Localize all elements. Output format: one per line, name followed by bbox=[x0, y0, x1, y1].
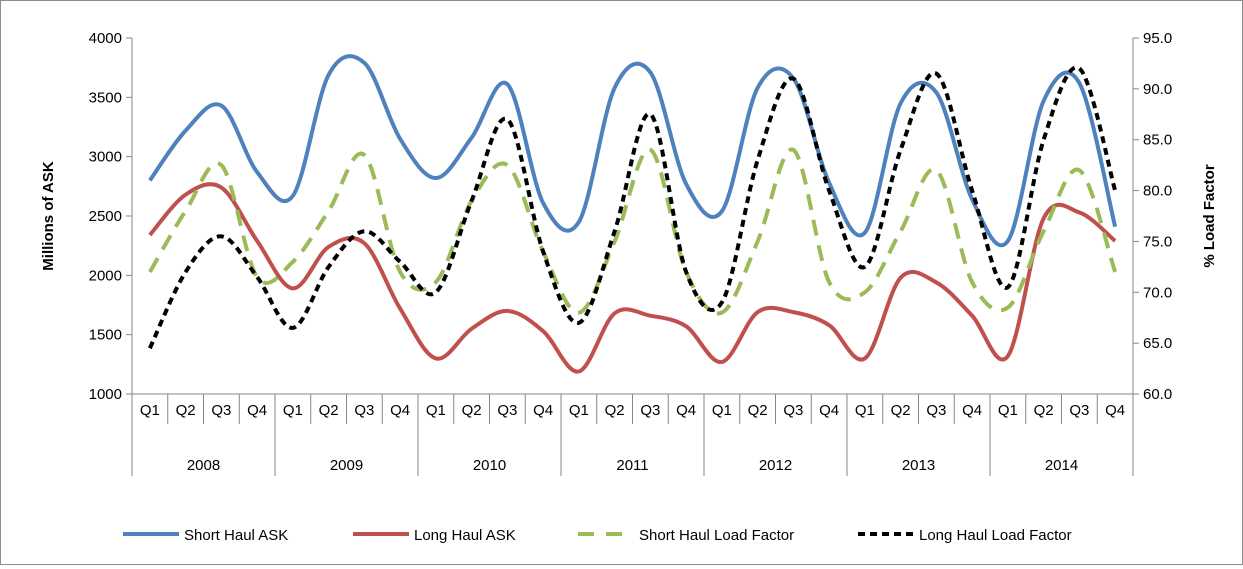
quarter-label: Q1 bbox=[855, 402, 875, 419]
year-label: 2010 bbox=[473, 457, 506, 474]
year-label: 2014 bbox=[1045, 457, 1078, 474]
year-label: 2013 bbox=[902, 457, 935, 474]
left-tick-label: 2000 bbox=[89, 267, 122, 284]
left-tick-label: 4000 bbox=[89, 30, 122, 47]
quarter-label: Q3 bbox=[1069, 402, 1089, 419]
quarter-label: Q4 bbox=[962, 402, 982, 419]
left-axis-title: Millions of ASK bbox=[40, 161, 57, 271]
quarter-label: Q2 bbox=[319, 402, 339, 419]
year-label: 2012 bbox=[759, 457, 792, 474]
quarter-label: Q4 bbox=[819, 402, 839, 419]
quarter-label: Q4 bbox=[533, 402, 553, 419]
short-haul-load-factor-legend-label: Short Haul Load Factor bbox=[639, 527, 794, 544]
left-tick-label: 2500 bbox=[89, 208, 122, 225]
quarter-label: Q3 bbox=[497, 402, 517, 419]
right-tick-label: 65.0 bbox=[1143, 335, 1172, 352]
quarter-label: Q4 bbox=[676, 402, 696, 419]
quarter-label: Q1 bbox=[140, 402, 160, 419]
quarter-label: Q1 bbox=[426, 402, 446, 419]
quarter-label: Q2 bbox=[462, 402, 482, 419]
quarter-label: Q2 bbox=[891, 402, 911, 419]
quarter-label: Q3 bbox=[354, 402, 374, 419]
right-tick-label: 90.0 bbox=[1143, 81, 1172, 98]
long-haul-load-factor-line bbox=[148, 65, 1118, 350]
year-label: 2008 bbox=[187, 457, 220, 474]
short-haul-load-factor-line bbox=[148, 147, 1118, 316]
year-label: 2009 bbox=[330, 457, 363, 474]
quarter-label: Q2 bbox=[605, 402, 625, 419]
quarter-label: Q3 bbox=[211, 402, 231, 419]
left-tick-label: 3000 bbox=[89, 149, 122, 166]
short-haul-ask-legend-label: Short Haul ASK bbox=[184, 527, 288, 544]
right-tick-label: 70.0 bbox=[1143, 284, 1172, 301]
right-tick-label: 95.0 bbox=[1143, 30, 1172, 47]
right-tick-label: 75.0 bbox=[1143, 233, 1172, 250]
left-tick-label: 3500 bbox=[89, 89, 122, 106]
long-haul-load-factor-legend-label: Long Haul Load Factor bbox=[919, 527, 1072, 544]
quarter-label: Q2 bbox=[176, 402, 196, 419]
right-axis-title: % Load Factor bbox=[1201, 164, 1218, 268]
series-layer bbox=[148, 54, 1118, 374]
long-haul-ask-line bbox=[148, 182, 1117, 374]
left-tick-label: 1000 bbox=[89, 386, 122, 403]
quarter-label: Q3 bbox=[926, 402, 946, 419]
quarter-label: Q1 bbox=[712, 402, 732, 419]
year-label: 2011 bbox=[616, 457, 648, 474]
right-tick-label: 60.0 bbox=[1143, 386, 1172, 403]
long-haul-ask-legend-label: Long Haul ASK bbox=[414, 527, 516, 544]
quarter-label: Q2 bbox=[1034, 402, 1054, 419]
right-tick-label: 80.0 bbox=[1143, 183, 1172, 200]
axes-layer: 1000 1500 2000 2500 3000 3500 4000 60.0 65.0 70.0… bbox=[89, 30, 1172, 476]
quarter-label: Q2 bbox=[748, 402, 768, 419]
quarter-label: Q1 bbox=[998, 402, 1018, 419]
quarter-label: Q1 bbox=[283, 402, 303, 419]
quarter-label: Q3 bbox=[783, 402, 803, 419]
short-haul-ask-line bbox=[148, 54, 1118, 248]
quarter-label: Q4 bbox=[390, 402, 410, 419]
right-tick-label: 85.0 bbox=[1143, 132, 1172, 149]
quarter-label: Q4 bbox=[1105, 402, 1125, 419]
quarter-label: Q4 bbox=[247, 402, 267, 419]
quarter-label: Q1 bbox=[569, 402, 589, 419]
quarter-label: Q3 bbox=[640, 402, 660, 419]
left-tick-label: 1500 bbox=[89, 327, 122, 344]
legend: Short Haul ASK Long Haul ASK Short Haul Lo… bbox=[123, 527, 1072, 544]
